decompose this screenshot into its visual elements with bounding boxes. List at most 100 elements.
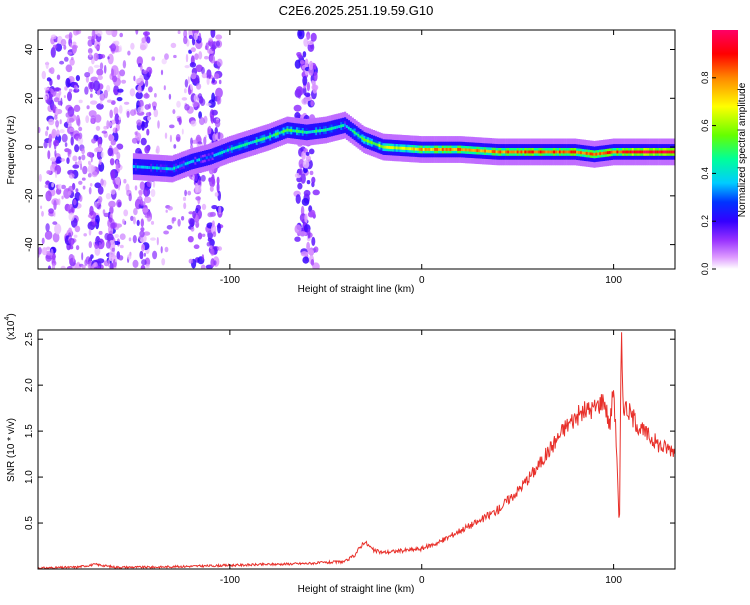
colorbar-tick-label: 0.8 — [700, 72, 710, 85]
heatmap-noise-cell — [119, 244, 124, 249]
heatmap-noise-cell — [141, 37, 146, 44]
heatmap-noise-cell — [73, 89, 78, 93]
heatmap-noise-cell — [189, 62, 197, 68]
heatmap-noise-cell — [59, 60, 65, 65]
heatmap-noise-cell — [96, 202, 102, 210]
heatmap-ridge-core — [152, 166, 155, 170]
heatmap-ridge-core — [606, 151, 609, 155]
heatmap-noise-cell — [44, 230, 53, 240]
heatmap-ridge-core — [487, 149, 491, 153]
heatmap-ridge-core — [641, 150, 644, 154]
heatmap-ridge-core — [474, 149, 477, 152]
heatmap-noise-cell — [212, 133, 217, 142]
heatmap-ridge-core — [282, 130, 285, 133]
heatmap-ridge-core — [261, 137, 264, 141]
heatmap-ridge-core — [464, 148, 468, 152]
heatmap-noise-cell — [43, 95, 48, 100]
heatmap-ridge-core — [154, 166, 157, 170]
heatmap-noise-cell — [55, 120, 60, 128]
heatmap-noise-cell — [54, 114, 58, 120]
heatmap-noise-cell — [98, 241, 102, 248]
heatmap-noise-cell — [200, 174, 206, 182]
heatmap-ridge-core — [580, 151, 583, 155]
colorbar-tick-label: 0.4 — [700, 167, 710, 180]
heatmap-noise-cell — [55, 170, 57, 179]
heatmap-ridge-core — [165, 167, 168, 171]
heatmap-noise-cell — [191, 139, 198, 144]
heatmap-ridge-core — [624, 150, 627, 154]
heatmap-ridge-core — [169, 167, 172, 171]
heatmap-noise-cell — [190, 83, 193, 90]
heatmap-ridge-core — [167, 167, 170, 171]
heatmap-ridge-core — [482, 149, 485, 153]
heatmap-noise-cell — [190, 226, 195, 232]
heatmap-ridge-core — [415, 147, 418, 151]
heatmap-noise-cell — [106, 84, 111, 93]
heatmap-noise-cell — [144, 214, 151, 218]
heatmap-ridge-core — [639, 150, 642, 154]
heatmap-ridge-core — [263, 137, 266, 140]
heatmap-noise-cell — [302, 160, 310, 169]
heatmap-ridge-core — [447, 148, 450, 151]
heatmap-ridge-core — [244, 143, 247, 147]
heatmap-noise-cell — [69, 117, 75, 123]
heatmap-ridge-core — [317, 129, 320, 133]
heatmap-ridge-core — [656, 150, 659, 154]
heatmap-ridge-core — [522, 150, 525, 154]
heatmap-ridge-core — [660, 150, 663, 154]
heatmap-noise-cell — [90, 165, 96, 172]
heatmap-noise-cell — [309, 209, 316, 217]
heatmap-noise-cell — [184, 88, 187, 94]
heatmap-noise-cell — [144, 145, 150, 154]
heatmap-noise-cell — [49, 67, 55, 75]
heatmap-ridge-core — [311, 130, 314, 134]
heatmap-ridge-core — [486, 149, 489, 153]
heatmap-noise-cell — [44, 87, 50, 91]
heatmap-y-axis-label: Frequency (Hz) — [6, 116, 17, 185]
heatmap-noise-cell — [119, 233, 126, 240]
heatmap-noise-cell — [210, 258, 215, 268]
heatmap-noise-cell — [45, 190, 52, 202]
heatmap-ridge-core — [662, 150, 665, 154]
heatmap-noise-cell — [48, 208, 54, 214]
heatmap-noise-cell — [73, 84, 78, 90]
heatmap-ridge-core — [581, 151, 585, 155]
heatmap-noise-cell — [118, 255, 124, 261]
heatmap-noise-cell — [216, 96, 220, 105]
heatmap-noise-cell — [304, 213, 308, 224]
heatmap-noise-cell — [60, 38, 67, 47]
heatmap-noise-cell — [113, 40, 120, 46]
heatmap-ridge-core — [234, 146, 237, 150]
heatmap-ridge-core — [612, 150, 615, 154]
heatmap-noise-cell — [135, 30, 139, 35]
heatmap-noise-cell — [58, 183, 62, 190]
heatmap-noise-cell — [306, 81, 310, 92]
heatmap-noise-cell — [83, 233, 87, 237]
heatmap-ridge-core — [407, 147, 410, 151]
heatmap-noise-cell — [303, 148, 309, 154]
heatmap-noise-cell — [140, 264, 146, 269]
heatmap-noise-cell — [88, 110, 97, 118]
heatmap-noise-cell — [64, 86, 68, 91]
heatmap-noise-cell — [88, 228, 92, 236]
heatmap-noise-cell — [78, 194, 83, 202]
heatmap-ridge-core — [157, 166, 161, 170]
heatmap-noise-cell — [188, 35, 193, 39]
heatmap-ridge-core — [445, 148, 448, 151]
heatmap-noise-cell — [53, 141, 57, 150]
heatmap-ridge-core — [288, 128, 291, 132]
heatmap-noise-cell — [74, 161, 78, 166]
heatmap-noise-cell — [46, 126, 49, 131]
heatmap-ridge-core — [380, 144, 383, 148]
heatmap-noise-cell — [48, 118, 55, 126]
heatmap-noise-cell — [198, 51, 203, 60]
heatmap-noise-cell — [204, 55, 209, 60]
heatmap-ridge-core — [439, 148, 443, 151]
heatmap-noise-cell — [69, 42, 72, 48]
heatmap-noise-cell — [133, 75, 136, 82]
heatmap-noise-cell — [81, 252, 84, 261]
colorbar-label: Normalized spectral amplitude — [737, 82, 748, 217]
heatmap-noise-cell — [97, 75, 103, 81]
heatmap-noise-cell — [52, 44, 58, 49]
heatmap-noise-cell — [68, 208, 74, 214]
